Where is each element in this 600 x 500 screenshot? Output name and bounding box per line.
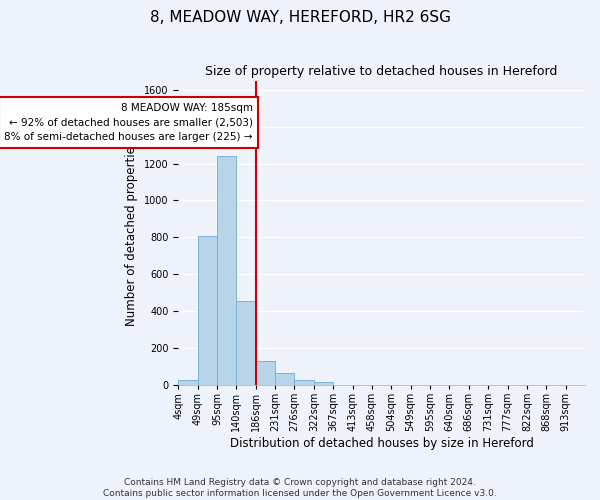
Title: Size of property relative to detached houses in Hereford: Size of property relative to detached ho… xyxy=(205,65,558,78)
Bar xyxy=(295,380,314,385)
Text: 8 MEADOW WAY: 185sqm
← 92% of detached houses are smaller (2,503)
8% of semi-det: 8 MEADOW WAY: 185sqm ← 92% of detached h… xyxy=(4,102,253,142)
Bar xyxy=(314,382,333,385)
Bar xyxy=(236,301,256,385)
Bar xyxy=(256,361,275,385)
Bar xyxy=(217,156,236,385)
Bar xyxy=(275,373,295,385)
X-axis label: Distribution of detached houses by size in Hereford: Distribution of detached houses by size … xyxy=(230,437,533,450)
Bar xyxy=(178,380,197,385)
Text: Contains HM Land Registry data © Crown copyright and database right 2024.
Contai: Contains HM Land Registry data © Crown c… xyxy=(103,478,497,498)
Text: 8, MEADOW WAY, HEREFORD, HR2 6SG: 8, MEADOW WAY, HEREFORD, HR2 6SG xyxy=(149,10,451,25)
Bar xyxy=(197,236,217,385)
Y-axis label: Number of detached properties: Number of detached properties xyxy=(125,140,139,326)
